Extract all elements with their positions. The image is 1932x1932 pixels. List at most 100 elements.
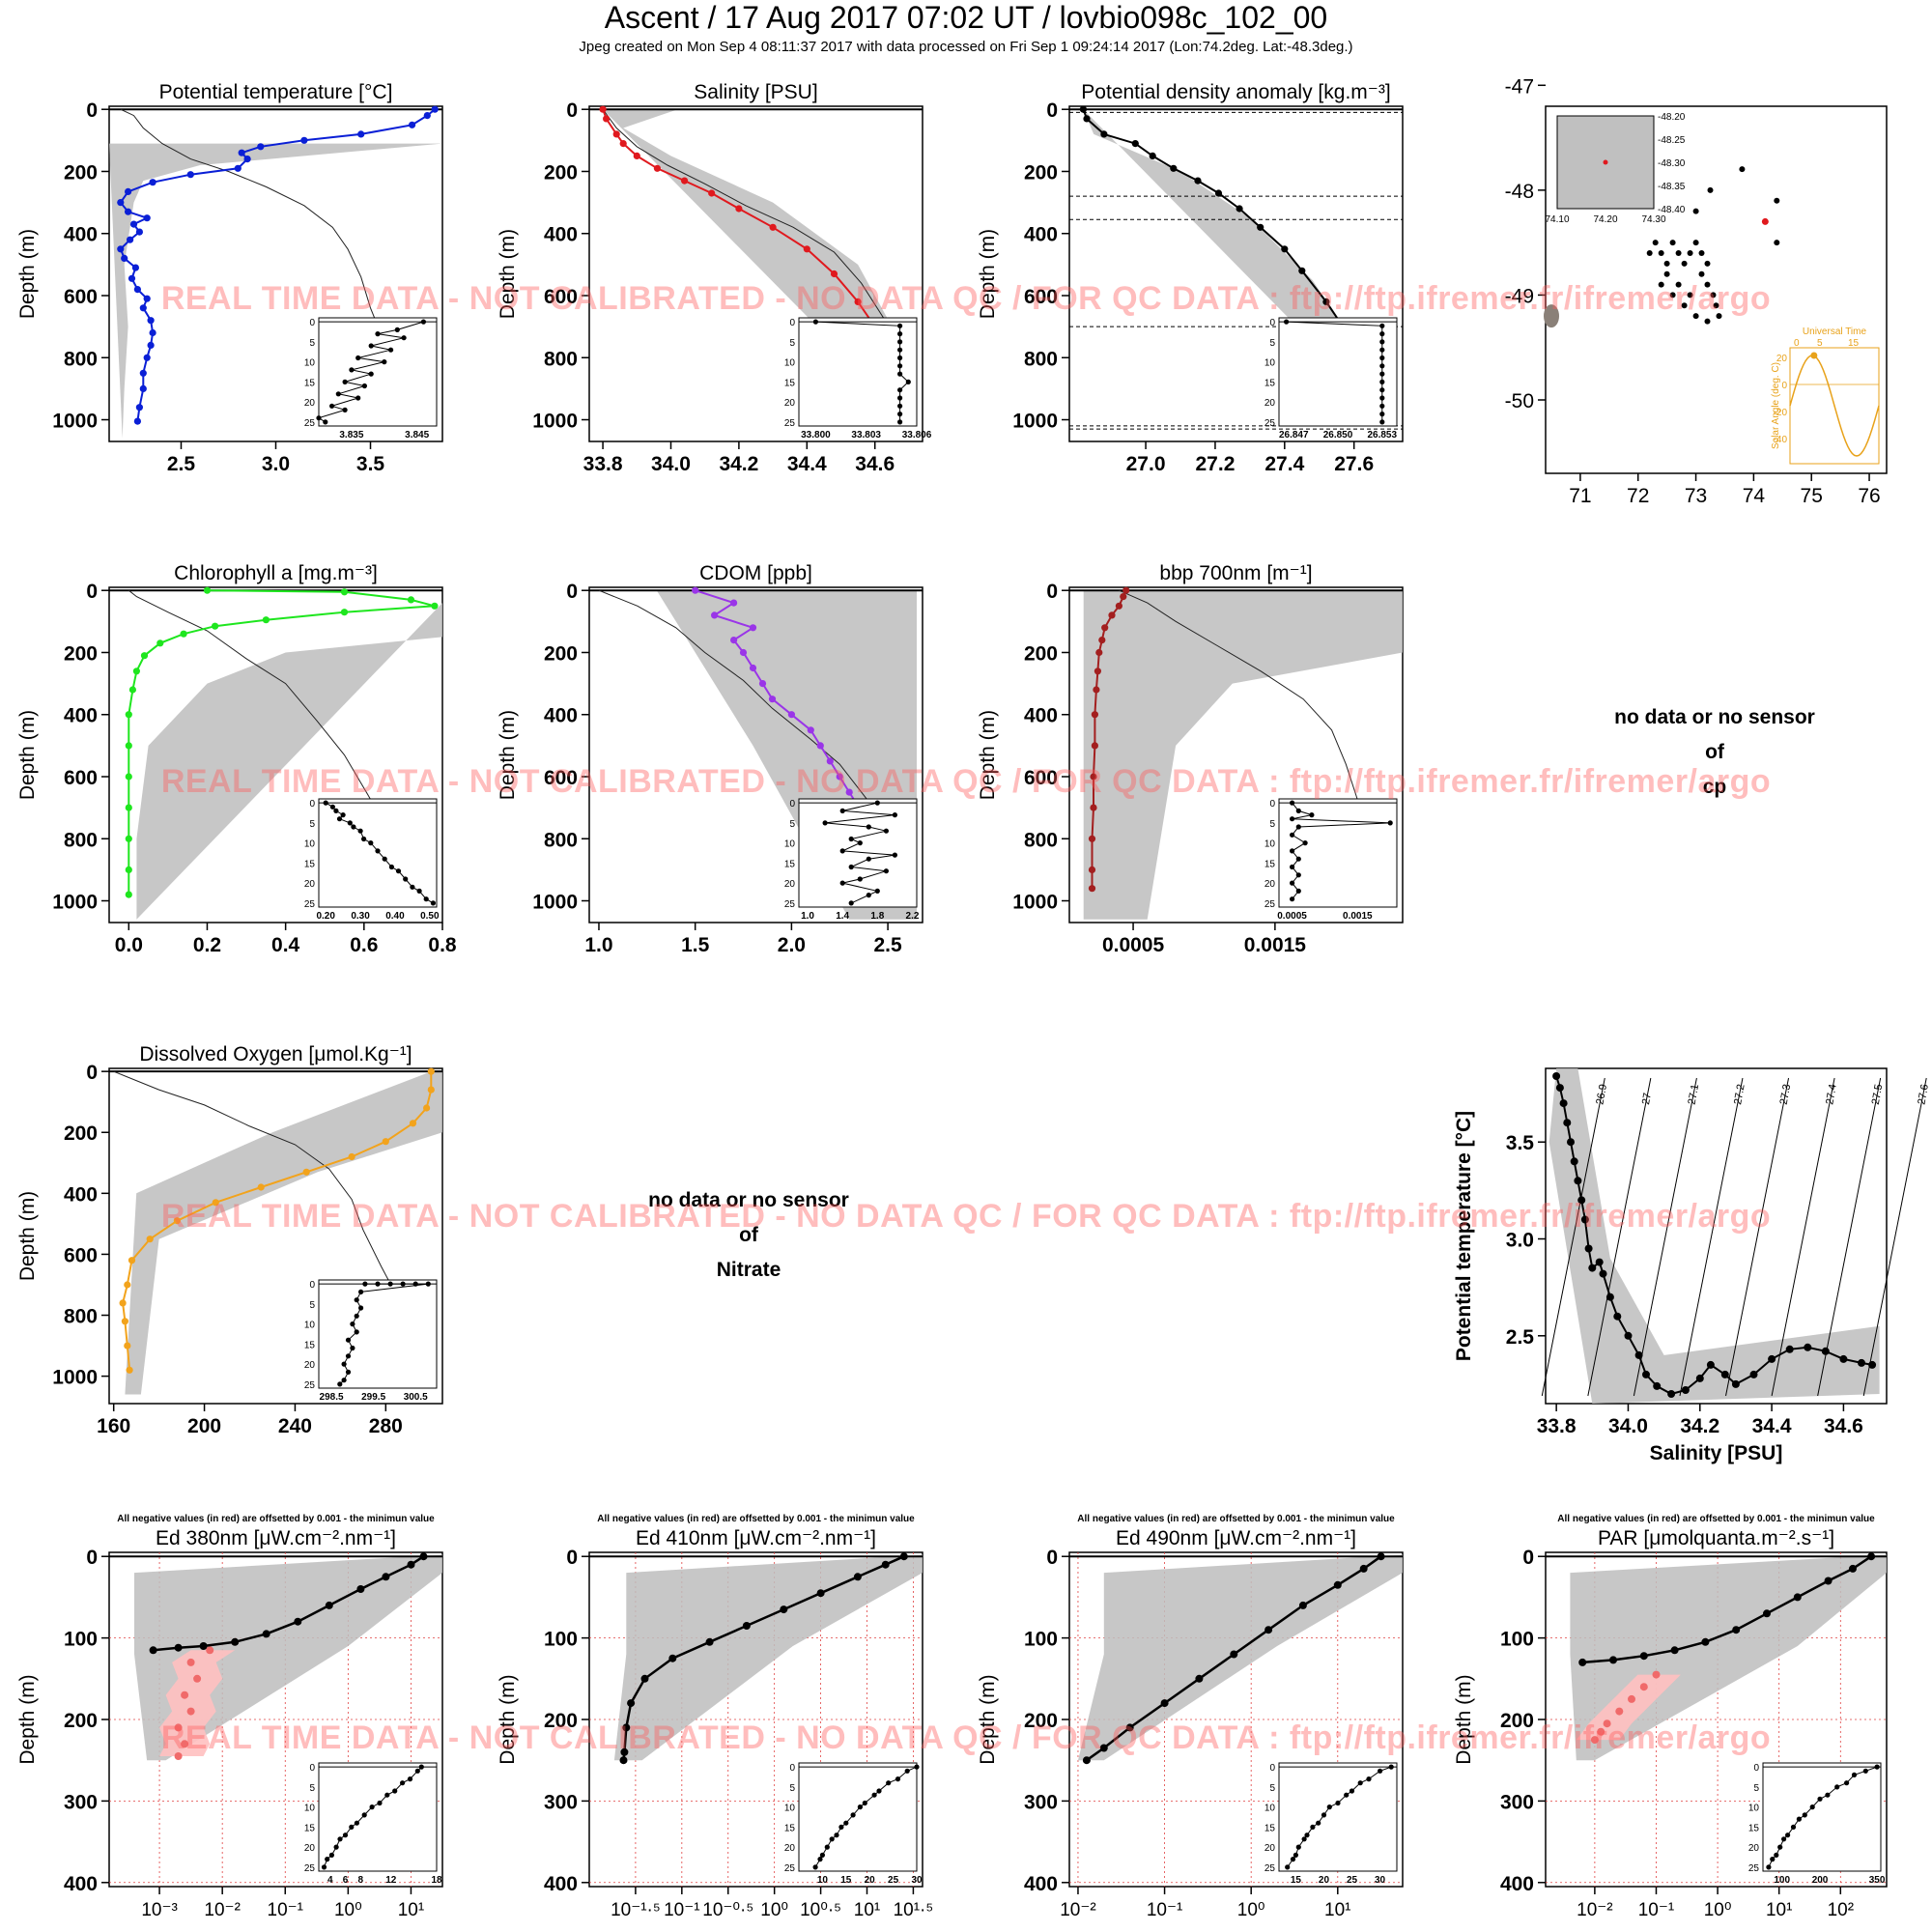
chl-inset-ytick-label: 15: [304, 859, 316, 869]
page-subtitle: Jpeg created on Mon Sep 4 08:11:37 2017 …: [579, 39, 1353, 55]
temp-title: Potential temperature [°C]: [159, 81, 393, 103]
ts-profile-point: [1563, 1119, 1572, 1127]
ed410-profile-point: [640, 1674, 649, 1683]
oxy-inset-ytick-label: 0: [309, 1280, 315, 1291]
ed410-inset-point: [829, 1836, 835, 1842]
bbp-profile-point: [1098, 637, 1106, 644]
bbp-xtick-label: 0.0015: [1244, 934, 1307, 956]
dens-xtick-label: 27.0: [1126, 453, 1166, 475]
oxy-profile-point: [257, 1183, 265, 1191]
ed490-profile-point: [1359, 1564, 1368, 1573]
chl-ytick-label: 200: [64, 642, 98, 665]
map-xtick-label: 72: [1627, 485, 1649, 507]
chl-inset-point: [333, 808, 339, 814]
chl-inset-point: [403, 876, 409, 882]
ed490-inset-point: [1366, 1776, 1372, 1782]
chl-profile-point: [140, 652, 149, 660]
chl-inset-point: [410, 884, 415, 890]
cdom-inset-point: [883, 828, 890, 834]
cdom-profile-point: [807, 726, 814, 734]
par-inset-point: [1834, 1784, 1840, 1790]
oxy-xtick-label: 160: [97, 1415, 130, 1437]
cdom-profile-point: [739, 648, 748, 657]
nitrate-no-data-line-3: Nitrate: [716, 1259, 781, 1281]
cdom-ytick-label: 400: [544, 705, 578, 727]
map-track-point: [1646, 250, 1653, 256]
oxy-ytick-label: 200: [64, 1122, 98, 1145]
dens-inset-point: [1379, 379, 1385, 384]
ts-profile-point: [1552, 1072, 1561, 1080]
sal-inset-ytick-label: 10: [784, 358, 796, 369]
oxy-inset-point: [341, 1361, 347, 1367]
ed490-title: Ed 490nm [μW.cm⁻².nm⁻¹]: [1116, 1527, 1356, 1549]
bbp-inset-point: [1290, 880, 1295, 886]
bbp-inset-point: [1295, 824, 1301, 830]
sal-profile-point: [612, 130, 620, 138]
sal-inset-xtick-label: 33.806: [902, 430, 932, 440]
dens-profile-point: [1194, 177, 1202, 185]
sal-profile-point: [708, 189, 716, 197]
ts-profile-point: [1559, 1099, 1568, 1108]
map-track-point: [1687, 292, 1693, 298]
ed410-profile-point: [668, 1654, 677, 1662]
dens-inset-point: [1379, 371, 1385, 377]
ed490-inset-ytick-label: 0: [1269, 1763, 1275, 1774]
temp-profile-point: [149, 328, 156, 337]
map-xtick-label: 76: [1858, 485, 1880, 507]
cdom-ytick-label: 800: [544, 829, 578, 851]
ed490-ytick-label: 0: [1046, 1547, 1058, 1569]
bbp-profile-point: [1101, 624, 1109, 632]
sal-inset-point: [905, 379, 911, 384]
sal-inset-point: [897, 363, 903, 369]
par-profile-point: [1670, 1646, 1679, 1655]
oxy-inset-point: [362, 1281, 368, 1287]
chl-inset-point: [323, 800, 328, 806]
dens-inset-point: [1379, 347, 1385, 353]
bbp-profile-point: [1108, 611, 1116, 619]
solar-xtick-label: 5: [1817, 338, 1823, 349]
oxy-inset-xtick-label: 299.5: [361, 1392, 385, 1403]
temp-inset-point: [361, 383, 367, 389]
oxy-inset-point: [354, 1329, 359, 1335]
ed410-inset-ytick-label: 10: [784, 1804, 796, 1814]
ed410-inset-point: [857, 1804, 864, 1810]
ed410-inset-point: [904, 1768, 910, 1774]
ed490-negative-note: All negative values (in red) are offsett…: [1077, 1514, 1395, 1524]
sal-inset-point: [897, 371, 903, 377]
temp-profile-point: [423, 112, 431, 120]
sal-profile-point: [633, 152, 640, 159]
map-track-point: [1774, 197, 1780, 204]
ed380-inset-point: [377, 1800, 383, 1806]
ed380-ytick-label: 0: [86, 1547, 98, 1569]
par-inset-ytick-label: 25: [1748, 1863, 1760, 1874]
chl-inset-point: [382, 856, 387, 862]
cp-no-data-line-2: of: [1705, 741, 1724, 763]
ed410-inset-ytick-label: 5: [789, 1783, 795, 1794]
bbp-inset-xtick-label: 0.0015: [1343, 911, 1373, 922]
dens-profile-point: [1149, 152, 1156, 159]
dens-inset-ytick-label: 25: [1264, 418, 1276, 429]
ed410-ytick-label: 0: [566, 1547, 578, 1569]
map-zoom-ytick-label: -48.40: [1658, 205, 1686, 215]
ed380-inset-xtick-label: 18: [431, 1875, 442, 1886]
ed380-inset-xtick-label: 4: [327, 1875, 333, 1886]
ts-xtick-label: 34.4: [1752, 1415, 1792, 1437]
ts-xtick-label: 34.2: [1680, 1415, 1719, 1437]
sal-title: Salinity [PSU]: [694, 81, 817, 103]
cdom-inset-point: [848, 836, 854, 842]
chl-profile-point: [128, 686, 136, 694]
ed380-inset-ytick-label: 25: [304, 1863, 316, 1874]
ed380-profile-point: [356, 1585, 365, 1593]
ed410-inset-xtick-label: 20: [865, 1875, 876, 1886]
ed410-inset-point: [843, 1820, 849, 1826]
temp-profile-point: [147, 341, 155, 349]
ed410-inset-xtick-label: 25: [888, 1875, 899, 1886]
temp-inset-ytick-label: 25: [304, 418, 316, 429]
bbp-profile-point: [1090, 804, 1097, 811]
ed410-ytick-label: 200: [544, 1710, 578, 1732]
ed490-profile-point: [1230, 1650, 1238, 1659]
chl-inset-xtick-label: 0.50: [420, 911, 440, 922]
map-ytick-label: -48: [1505, 181, 1534, 203]
ed380-profile-point: [325, 1601, 333, 1609]
par-inset-ytick-label: 0: [1753, 1763, 1759, 1774]
